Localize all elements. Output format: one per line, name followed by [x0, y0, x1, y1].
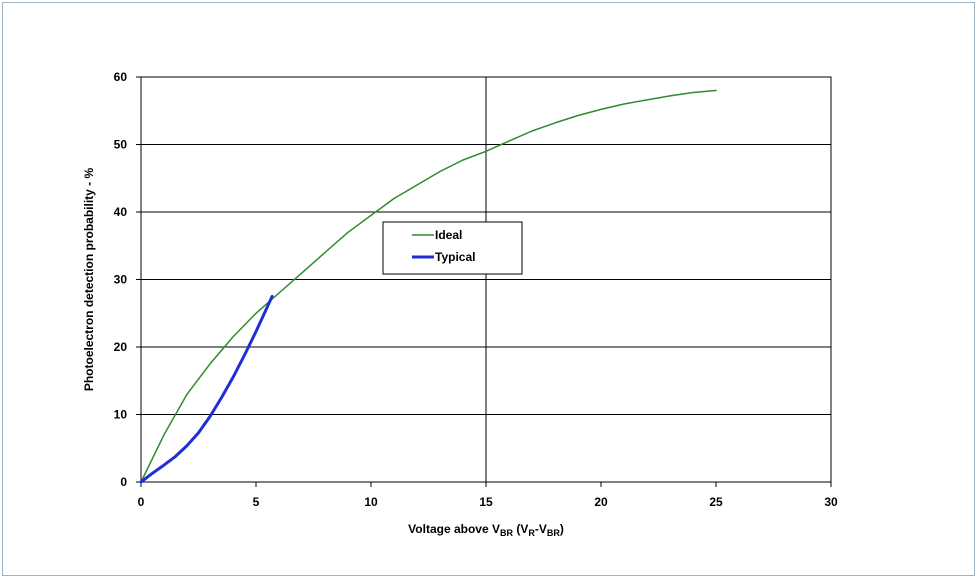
x-axis-title-sub2: R — [528, 528, 535, 538]
y-tick-label: 60 — [114, 70, 128, 84]
y-tick-label: 40 — [114, 205, 128, 219]
series-line-typical — [139, 294, 274, 484]
x-tick-label: 5 — [253, 495, 260, 509]
y-tick-label: 30 — [114, 273, 128, 287]
x-tick-label: 0 — [138, 495, 145, 509]
y-axis-ticks: 0 10 20 30 40 50 60 — [114, 70, 141, 489]
x-tick-label: 30 — [824, 495, 838, 509]
x-axis-title-sub1: BR — [500, 528, 513, 538]
chart: 0 10 20 30 40 50 60 0 5 10 15 20 25 30 Photoelectron… — [82, 70, 838, 538]
x-tick-label: 10 — [364, 495, 378, 509]
x-axis-ticks: 0 5 10 15 20 25 30 — [138, 482, 838, 509]
x-tick-label: 25 — [709, 495, 723, 509]
x-axis-title: Voltage above VBR (VR-VBR) — [408, 522, 564, 538]
y-tick-label: 20 — [114, 340, 128, 354]
y-tick-label: 50 — [114, 138, 128, 152]
legend: Ideal Typical — [382, 221, 523, 275]
legend-label-ideal: Ideal — [435, 228, 462, 242]
legend-label-typical: Typical — [435, 250, 475, 264]
x-axis-title-dash: -V — [535, 522, 547, 536]
x-axis-title-end: ) — [560, 522, 564, 536]
x-axis-title-main: Voltage above V — [408, 522, 500, 536]
x-tick-label: 15 — [479, 495, 493, 509]
x-axis-title-sub3: BR — [547, 528, 560, 538]
series-line-ideal — [140, 89, 717, 483]
x-tick-label: 20 — [594, 495, 608, 509]
gridlines — [141, 77, 831, 482]
legend-box — [382, 221, 523, 275]
y-tick-label: 10 — [114, 408, 128, 422]
x-axis-title-mid: (V — [513, 522, 528, 536]
series-group — [139, 89, 717, 484]
y-axis-title: Photoelectron detection probability - % — [82, 168, 96, 392]
y-tick-label: 0 — [120, 475, 127, 489]
